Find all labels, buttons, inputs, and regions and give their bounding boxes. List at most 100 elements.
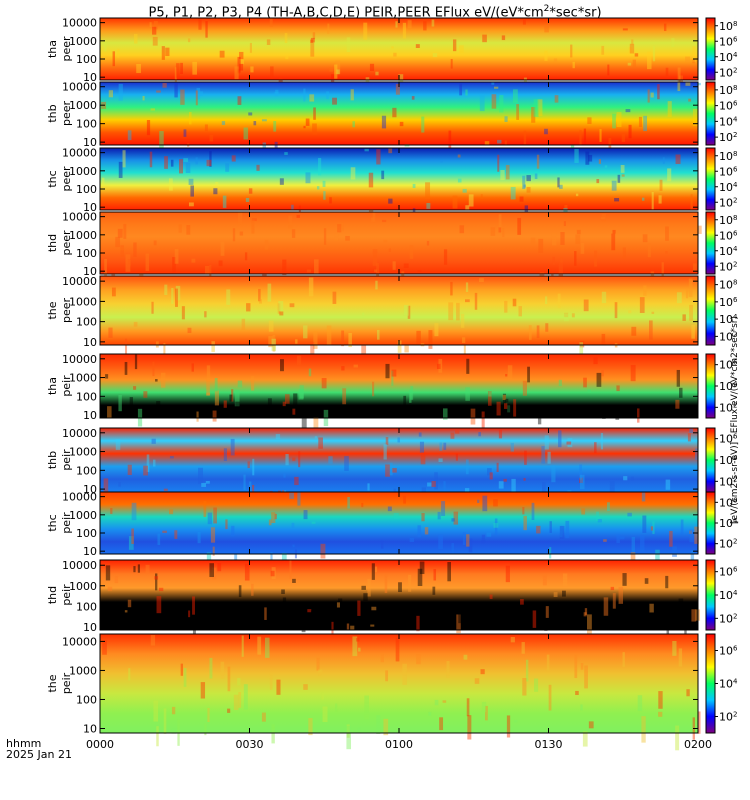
texture-streak <box>625 109 631 113</box>
texture-streak <box>481 411 485 429</box>
x-tick-label: 0100 <box>385 738 413 751</box>
texture-streak <box>675 399 680 409</box>
texture-streak <box>415 44 420 49</box>
texture-streak <box>262 272 267 278</box>
texture-streak <box>526 187 531 193</box>
texture-streak <box>321 378 327 389</box>
texture-streak <box>129 620 132 628</box>
texture-streak <box>412 183 416 188</box>
colorbar-tick-label: 102 <box>719 401 737 414</box>
texture-streak <box>657 84 660 100</box>
texture-streak <box>213 188 218 195</box>
texture-streak <box>403 395 407 410</box>
texture-streak <box>175 288 178 307</box>
texture-streak <box>542 574 547 586</box>
colorbar-tick-label: 104 <box>719 245 738 258</box>
texture-streak <box>571 313 575 318</box>
texture-streak <box>558 262 563 277</box>
texture-streak <box>671 38 675 47</box>
texture-streak <box>638 116 642 128</box>
texture-streak <box>330 612 335 616</box>
texture-streak <box>323 191 326 200</box>
texture-streak <box>120 246 125 251</box>
texture-streak <box>352 636 358 657</box>
texture-streak <box>353 364 358 368</box>
texture-streak <box>299 385 304 399</box>
texture-streak <box>380 653 384 663</box>
texture-streak <box>229 394 233 402</box>
texture-streak <box>530 237 536 246</box>
texture-streak <box>387 506 392 512</box>
texture-streak <box>611 233 616 251</box>
texture-streak <box>600 217 605 220</box>
texture-streak <box>105 565 111 581</box>
panel-species-label: peir <box>60 375 73 397</box>
texture-streak <box>152 36 158 46</box>
texture-streak <box>143 465 148 476</box>
texture-streak <box>316 657 320 671</box>
texture-streak <box>679 387 683 398</box>
texture-streak <box>548 684 552 711</box>
texture-streak <box>685 56 690 63</box>
texture-streak <box>118 395 122 412</box>
texture-streak <box>163 708 167 734</box>
texture-streak <box>291 522 295 529</box>
texture-streak <box>192 61 197 75</box>
texture-streak <box>153 20 158 30</box>
texture-streak <box>658 711 663 717</box>
texture-streak <box>443 481 446 499</box>
texture-streak <box>583 612 587 617</box>
title-suffix: *sec*sr) <box>549 5 602 21</box>
texture-streak <box>538 238 544 253</box>
texture-streak <box>124 361 128 375</box>
texture-streak <box>676 292 682 304</box>
texture-streak <box>293 393 298 409</box>
texture-streak <box>511 478 516 495</box>
texture-streak <box>212 567 217 580</box>
texture-streak <box>627 62 632 66</box>
texture-streak <box>388 198 393 204</box>
texture-streak <box>234 553 238 560</box>
texture-streak <box>583 299 589 312</box>
texture-streak <box>197 531 201 544</box>
texture-streak <box>616 112 622 128</box>
texture-streak <box>122 150 126 168</box>
texture-streak <box>526 175 531 182</box>
texture-streak <box>500 170 505 181</box>
texture-streak <box>375 71 379 76</box>
texture-streak <box>220 661 225 679</box>
texture-streak <box>506 715 511 738</box>
texture-streak <box>440 159 443 163</box>
x-tick-label: 0000 <box>86 738 114 751</box>
texture-streak <box>463 344 466 356</box>
texture-streak <box>517 217 522 235</box>
texture-streak <box>665 251 668 254</box>
texture-streak <box>481 701 487 713</box>
texture-streak <box>212 410 217 422</box>
texture-streak <box>395 83 400 95</box>
texture-streak <box>209 657 213 679</box>
texture-streak <box>612 113 616 129</box>
texture-streak <box>393 52 397 57</box>
texture-streak <box>307 609 312 613</box>
texture-streak <box>329 67 334 72</box>
texture-streak <box>450 432 455 439</box>
texture-streak <box>344 456 349 471</box>
texture-streak <box>151 438 156 444</box>
texture-streak <box>558 430 562 448</box>
texture-streak <box>487 390 492 406</box>
texture-streak <box>180 663 184 676</box>
y-tick-label: 10 <box>83 336 97 349</box>
texture-streak <box>678 598 684 605</box>
texture-streak <box>165 47 170 57</box>
texture-streak <box>223 448 227 461</box>
texture-streak <box>687 433 691 442</box>
texture-streak <box>313 107 316 120</box>
texture-streak <box>195 157 198 165</box>
texture-streak <box>584 608 588 616</box>
texture-streak <box>686 689 690 697</box>
spectrogram-image <box>100 428 698 492</box>
texture-streak <box>153 240 157 246</box>
colorbar <box>705 17 716 81</box>
texture-streak <box>195 90 198 106</box>
